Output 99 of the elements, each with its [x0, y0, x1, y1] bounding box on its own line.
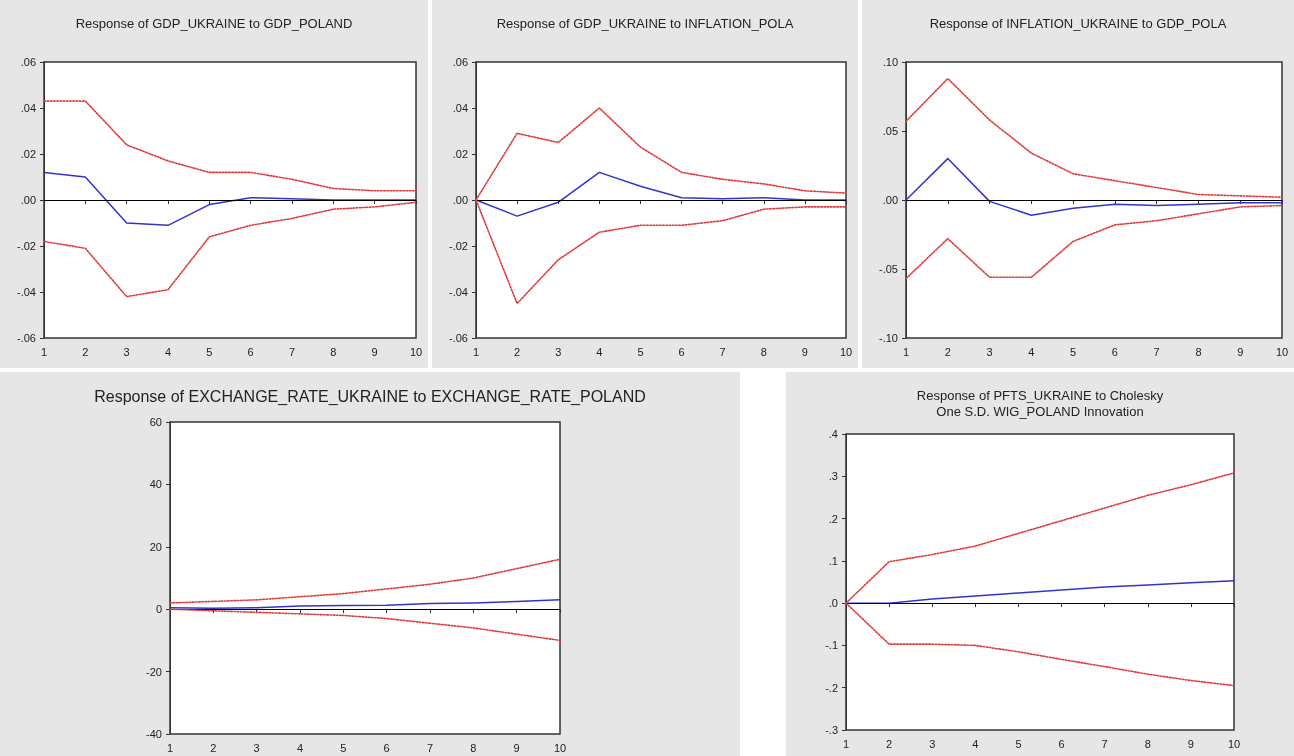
x-tick-label: 1: [40, 345, 48, 358]
x-tick-label: 3: [123, 345, 130, 358]
line-series: [43, 100, 417, 192]
x-tick-label: 4: [296, 741, 304, 754]
y-tick-label: -.06: [449, 332, 468, 344]
line-series: [43, 171, 417, 227]
chart-title: Response of PFTS_UKRAINE to Cholesky One S.D. WIG_POLAND Innovation: [916, 387, 1164, 419]
x-tick-label: 2: [944, 345, 951, 358]
line-series: [43, 201, 417, 298]
chart-title: Response of EXCHANGE_RATE_UKRAINE to EXCHANGE_RATE_POLAND: [94, 388, 646, 406]
x-tick-label: 3: [986, 345, 993, 358]
line-series: [169, 599, 561, 610]
x-tick-label: 8: [760, 345, 767, 358]
x-tick-label: 3: [555, 345, 562, 358]
x-tick-label: 6: [383, 741, 390, 754]
chart-title: Response of INFLATION_UKRAINE to GDP_POLA: [929, 15, 1227, 31]
y-tick-label: -40: [146, 728, 162, 740]
y-tick-label: 60: [149, 416, 162, 428]
y-tick-label: -.06: [17, 332, 36, 344]
line-series: [905, 157, 1283, 216]
x-tick-label: 1: [902, 345, 910, 358]
x-tick-label: 1: [842, 737, 850, 750]
y-tick-label: .04: [452, 102, 468, 114]
y-tick-label: .1: [828, 554, 838, 567]
x-tick-label: 5: [206, 345, 213, 358]
x-tick-label: 7: [426, 741, 434, 754]
chart-title: Response of GDP_UKRAINE to GDP_POLAND: [75, 15, 353, 31]
x-tick-label: 2: [886, 737, 893, 750]
x-tick-label: 9: [513, 741, 520, 754]
x-tick-label: 8: [470, 741, 477, 754]
x-tick-label: 9: [1237, 345, 1244, 358]
y-tick-label: .00: [882, 194, 898, 206]
x-tick-label: 7: [719, 345, 726, 358]
x-tick-label: 6: [1058, 737, 1065, 750]
x-tick-label: 8: [1144, 737, 1151, 750]
y-tick-label: 20: [149, 540, 162, 553]
x-tick-label: 5: [340, 741, 347, 754]
chart-title: Response of GDP_UKRAINE to INFLATION_POLA: [496, 15, 794, 31]
x-tick-label: 9: [1187, 737, 1194, 750]
x-tick-label: 2: [82, 345, 89, 358]
x-tick-label: 5: [637, 345, 644, 358]
y-tick-label: .06: [20, 56, 36, 68]
y-tick-label: -.2: [825, 681, 838, 694]
x-tick-label: 5: [1070, 345, 1077, 358]
y-tick-label: .06: [452, 56, 468, 68]
x-tick-label: 10: [553, 741, 567, 754]
y-tick-label: .02: [452, 148, 468, 160]
line-series: [169, 608, 561, 642]
x-tick-label: 4: [1028, 345, 1035, 358]
y-tick-label: .05: [882, 125, 898, 137]
line-series: [905, 204, 1283, 280]
x-tick-label: 3: [253, 741, 260, 754]
x-tick-label: 6: [1111, 345, 1118, 358]
x-tick-label: 1: [166, 741, 174, 754]
y-tick-label: .0: [828, 597, 838, 610]
y-tick-label: -.10: [879, 332, 898, 344]
y-tick-label: -.02: [17, 240, 36, 252]
x-tick-label: 9: [801, 345, 808, 358]
line-series: [475, 171, 847, 217]
x-tick-label: 7: [1153, 345, 1160, 358]
y-tick-label: -.05: [879, 263, 898, 275]
y-tick-label: -.02: [449, 240, 468, 252]
x-tick-label: 10: [409, 345, 423, 358]
y-tick-label: -.1: [825, 639, 838, 652]
y-tick-label: -.3: [825, 724, 838, 736]
y-tick-label: 40: [149, 478, 162, 491]
x-tick-label: 2: [514, 345, 521, 358]
line-series: [905, 77, 1283, 199]
x-tick-label: 4: [596, 345, 603, 358]
x-tick-label: 4: [972, 737, 979, 750]
x-tick-label: 7: [1101, 737, 1108, 750]
x-tick-label: 9: [371, 345, 378, 358]
line-series: [845, 579, 1235, 604]
y-tick-label: .2: [828, 512, 838, 525]
y-tick-label: -.04: [17, 286, 36, 298]
y-tick-label: .00: [452, 194, 468, 206]
y-tick-label: .00: [20, 194, 36, 206]
y-tick-label: .3: [828, 470, 838, 483]
x-tick-label: 8: [330, 345, 337, 358]
y-tick-label: .10: [882, 56, 898, 68]
y-tick-label: .04: [20, 102, 36, 114]
y-tick-label: 0: [155, 603, 162, 616]
y-tick-label: -20: [146, 665, 162, 678]
x-tick-label: 10: [1227, 737, 1241, 750]
x-tick-label: 6: [678, 345, 685, 358]
x-tick-label: 4: [164, 345, 172, 358]
x-tick-label: 7: [288, 345, 296, 358]
y-tick-label: .4: [828, 428, 838, 440]
x-tick-label: 3: [929, 737, 936, 750]
x-tick-label: 8: [1195, 345, 1202, 358]
x-tick-label: 5: [1015, 737, 1022, 750]
y-tick-label: -.04: [449, 286, 468, 298]
line-series: [169, 558, 561, 604]
x-tick-label: 10: [839, 345, 853, 358]
x-tick-label: 2: [210, 741, 217, 754]
x-tick-label: 6: [247, 345, 254, 358]
y-tick-label: .02: [20, 148, 36, 160]
x-tick-label: 10: [1275, 345, 1289, 358]
x-tick-label: 1: [472, 345, 480, 358]
